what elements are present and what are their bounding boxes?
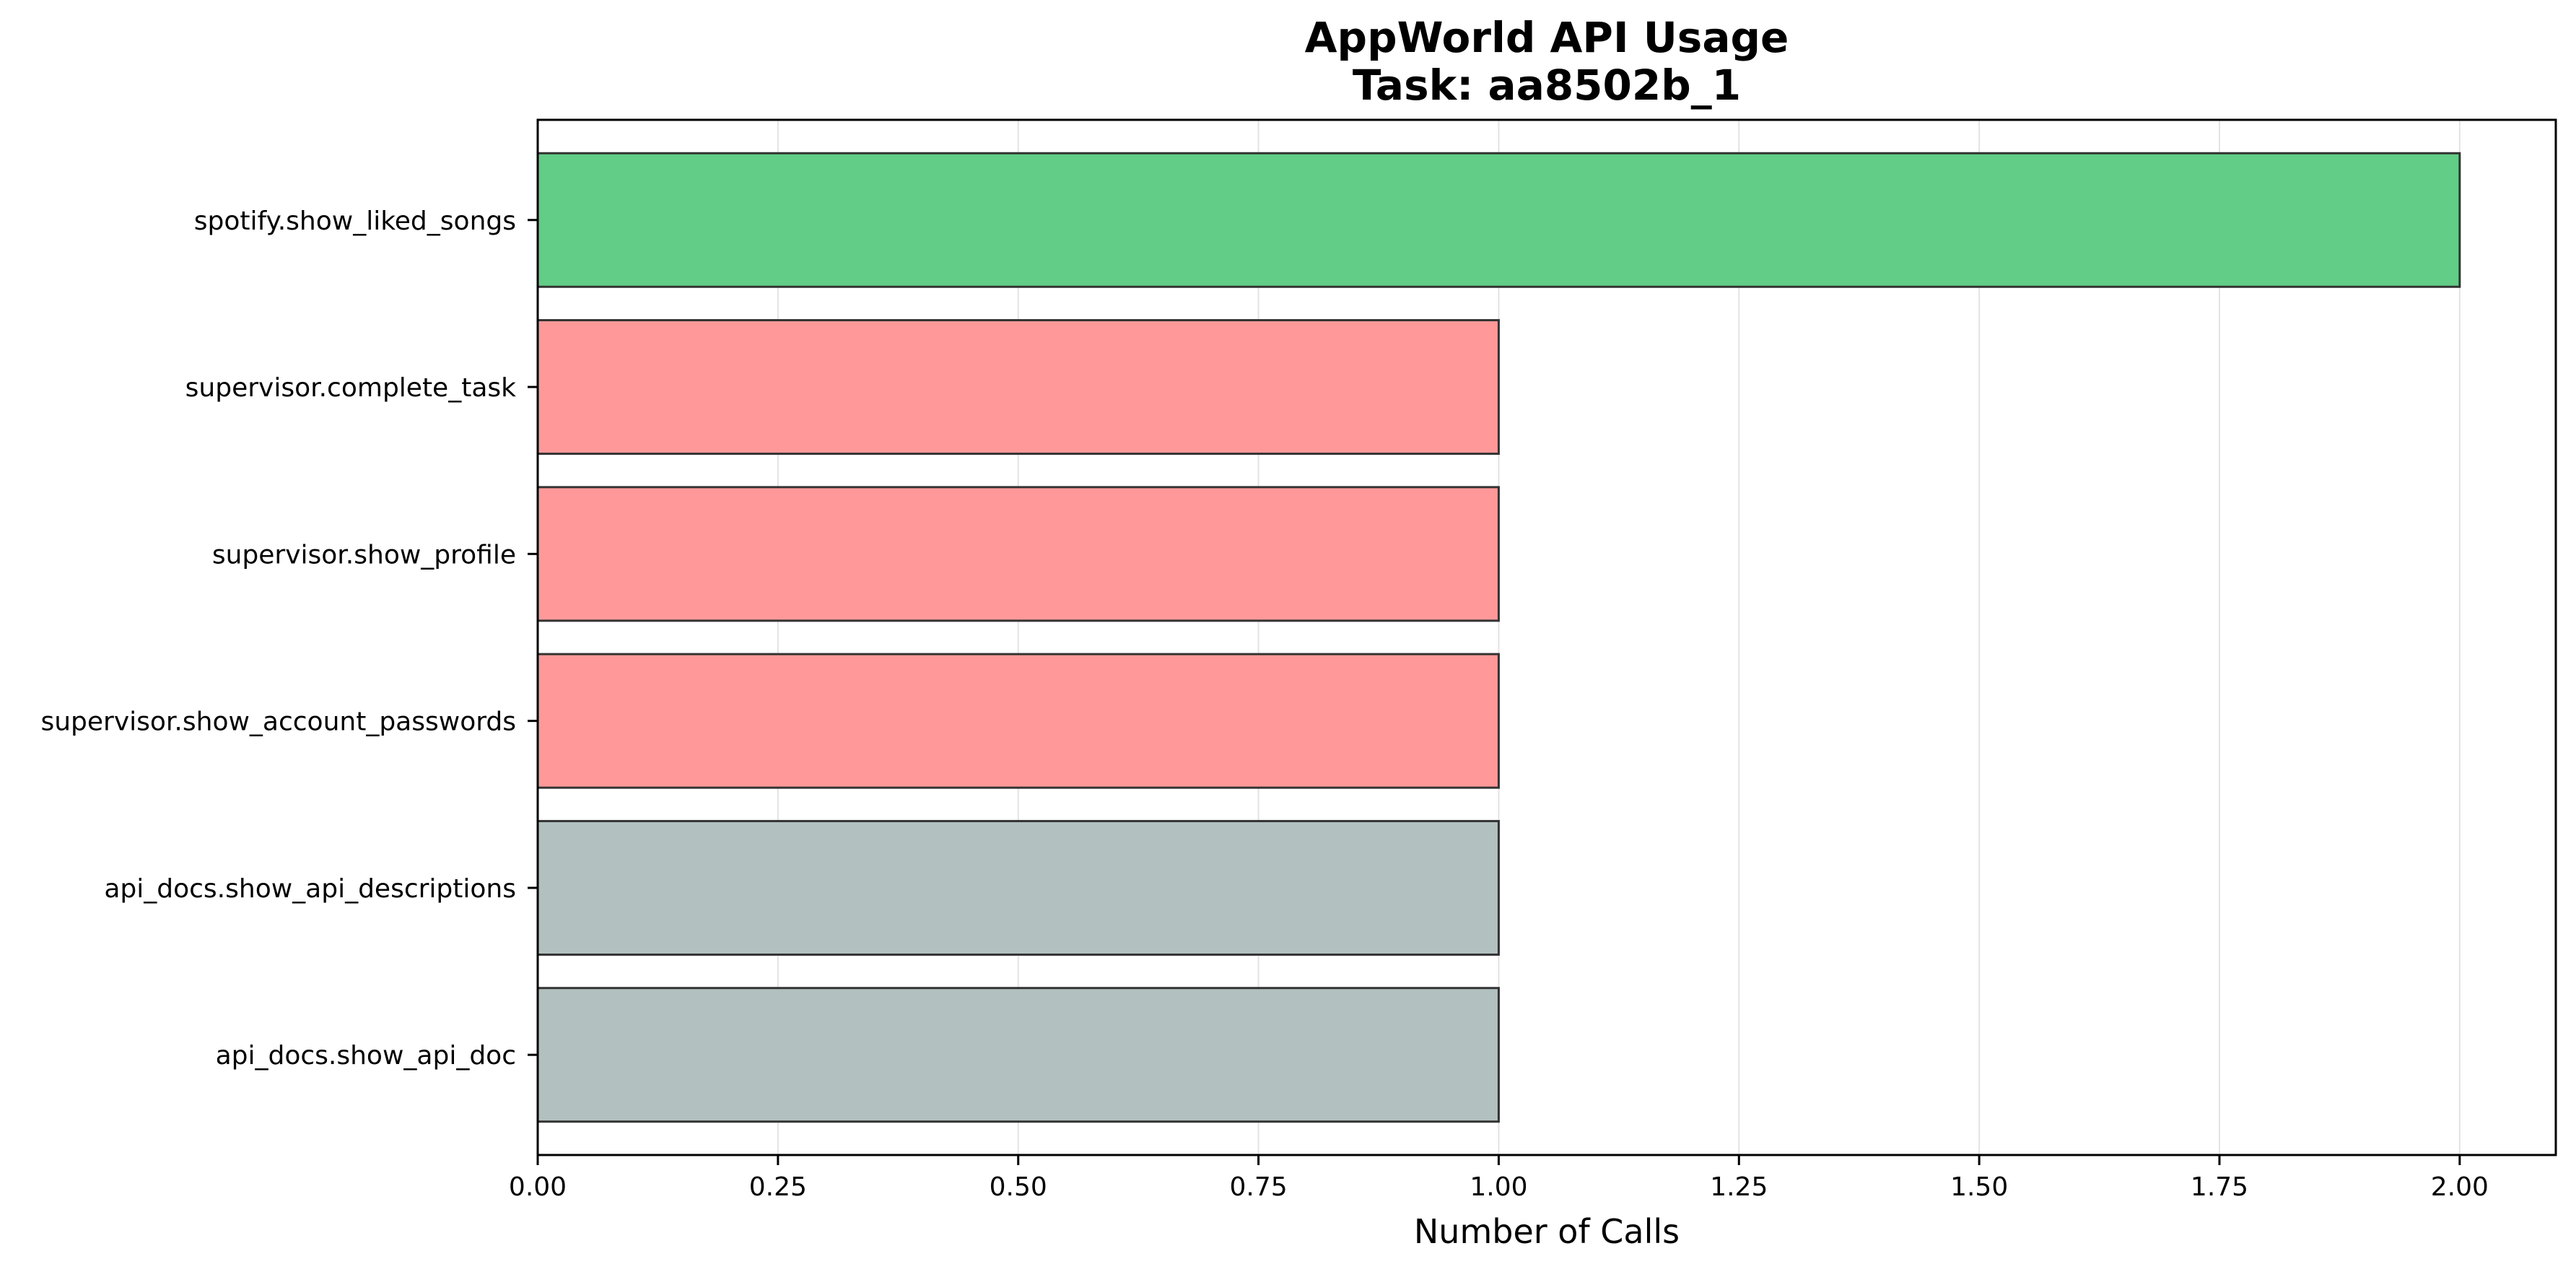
bar [536, 653, 1500, 789]
bar-layer [536, 152, 2461, 1123]
y-category-label: supervisor.complete_task [185, 373, 516, 403]
bar [536, 987, 1500, 1123]
x-tick-label: 1.50 [1950, 1172, 2008, 1202]
x-tick-label: 1.00 [1470, 1172, 1527, 1202]
y-category-label: spotify.show_liked_songs [194, 206, 516, 236]
y-category-label: supervisor.show_account_passwords [40, 707, 516, 737]
x-axis-ticks: 0.00 0.25 0.50 0.75 1.00 1.25 1.50 1.75 2.00 [509, 1155, 2489, 1202]
y-category-label: supervisor.show_profile [212, 540, 516, 570]
chart-subtitle: Task: aa8502b_1 [1353, 61, 1741, 110]
y-category-label: api_docs.show_api_doc [216, 1041, 516, 1071]
x-tick-label: 0.25 [749, 1172, 807, 1202]
x-tick-label: 1.75 [2191, 1172, 2248, 1202]
x-axis-label: Number of Calls [1414, 1212, 1680, 1251]
plot-frame [536, 118, 2557, 1156]
chart-title: AppWorld API Usage [1305, 13, 1789, 62]
x-tick-label: 2.00 [2431, 1172, 2489, 1202]
y-axis-ticks: spotify.show_liked_songs supervisor.compl… [40, 206, 538, 1071]
bar [536, 486, 1500, 622]
bar [536, 819, 1500, 956]
grid-layer [537, 120, 2461, 1155]
x-tick-label: 0.75 [1229, 1172, 1287, 1202]
x-tick-label: 0.50 [990, 1172, 1047, 1202]
y-category-label: api_docs.show_api_descriptions [104, 874, 516, 904]
bar [536, 319, 1500, 456]
x-tick-label: 0.00 [509, 1172, 567, 1202]
bar [536, 152, 2461, 288]
x-tick-label: 1.25 [1710, 1172, 1768, 1202]
